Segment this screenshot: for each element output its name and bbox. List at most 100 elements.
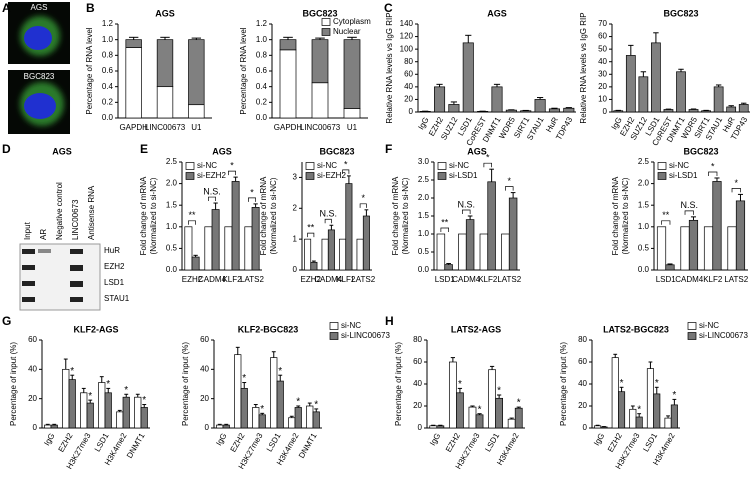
y-tick-label: 0 (603, 107, 608, 116)
image-label: AGS (31, 3, 48, 12)
legend-label: si-LSD1 (449, 171, 478, 180)
x-tick-label: EZH2 (444, 431, 462, 454)
bar (216, 424, 224, 429)
band (70, 281, 83, 287)
y-tick-label: 0 (205, 423, 210, 432)
bar (125, 39, 142, 48)
bar (465, 219, 475, 271)
y-tick-label: 0.8 (256, 50, 268, 59)
y-tick-label: 10 (598, 95, 607, 104)
significance: * (142, 395, 146, 406)
significance: N.S. (319, 209, 337, 219)
significance: * (655, 378, 659, 389)
x-tick-label: LATS2 (497, 275, 521, 284)
bar (563, 107, 575, 113)
x-tick-label: EZH2 (606, 431, 624, 454)
x-tick-label: LSD1 (265, 431, 283, 453)
bar (62, 368, 70, 429)
y-tick-label: 2.5 (418, 175, 430, 184)
significance: ** (662, 210, 670, 220)
y-axis-label: Percentage of input (%) (559, 342, 568, 426)
bar (156, 39, 174, 88)
legend-label: si-NC (341, 321, 361, 330)
legend-label: si-LINC00673 (341, 331, 390, 340)
chart-title: AGS (467, 146, 487, 156)
protein-label: EZH2 (104, 262, 125, 271)
significance: * (507, 176, 511, 186)
y-tick-label: 0.0 (102, 113, 114, 122)
bar (444, 264, 453, 271)
chart-title: LATS2-AGS (451, 324, 501, 334)
blot-title: AGS (52, 146, 72, 156)
y-tick-label: 0.0 (638, 265, 650, 274)
band (38, 249, 51, 253)
bar (680, 226, 690, 271)
bar (343, 108, 361, 119)
y-axis-label: (Normalized to si-NC) (149, 177, 158, 254)
legend-swatch (687, 332, 697, 340)
x-tick-label: IgG (214, 432, 228, 448)
significance: * (106, 379, 110, 390)
bracket (731, 188, 741, 193)
bracket (324, 218, 332, 224)
legend-label: si-NC (669, 161, 689, 170)
bar (80, 392, 88, 429)
bar (140, 407, 148, 429)
bar (727, 226, 737, 271)
y-axis-label: Percentage of RNA level (239, 27, 248, 114)
lane-label: LINC00673 (71, 199, 80, 240)
bar (638, 76, 649, 113)
panel-label: G (2, 314, 11, 328)
legend-swatch (305, 172, 315, 180)
bar (618, 391, 626, 429)
lane-label: Input (23, 221, 32, 240)
bar (479, 233, 489, 271)
bar (611, 357, 619, 429)
y-axis-label: Fold change of mRNA (391, 176, 400, 255)
y-tick-label: 20 (413, 401, 422, 410)
x-tick-label: IgG (428, 432, 442, 448)
bar (188, 39, 205, 106)
bar (508, 197, 518, 271)
y-tick-label: 20 (200, 394, 209, 403)
bar (664, 417, 672, 429)
y-tick-label: 40 (578, 379, 587, 388)
significance: * (278, 366, 282, 377)
band (22, 281, 35, 286)
y-tick-label: 0.5 (638, 244, 650, 253)
legend-swatch (321, 18, 331, 26)
panel-label: F (385, 142, 392, 156)
x-tick-label: U1 (191, 123, 202, 132)
bar (665, 264, 675, 271)
bar (487, 181, 496, 271)
significance: * (711, 161, 715, 171)
y-axis-label: Percentage of input (%) (394, 342, 403, 426)
x-tick-label: CADM4 (675, 275, 704, 284)
legend-label: si-NC (197, 161, 217, 170)
legend-label: Nuclear (333, 27, 361, 36)
bracket (307, 232, 315, 238)
chart-title: KLF2-BGC823 (238, 324, 299, 334)
y-axis-label: (Normalized to si-NC) (401, 177, 410, 254)
significance: * (344, 159, 348, 169)
bar (663, 109, 674, 113)
y-axis-label: Fold change of mRNA (139, 176, 148, 255)
legend-swatch (329, 322, 339, 330)
x-tick-label: KLF2 (703, 275, 723, 284)
y-tick-label: 20 (598, 82, 607, 91)
y-axis-label: (Normalized to si-NC) (269, 177, 278, 254)
bar (345, 183, 353, 271)
chart-title: AGS (212, 146, 232, 156)
y-tick-label: 60 (28, 335, 37, 344)
panel-label: A (2, 1, 11, 15)
y-tick-label: 140 (400, 19, 414, 28)
chart-title: AGS (487, 8, 507, 18)
bracket (661, 220, 671, 225)
y-tick-label: 0 (409, 107, 414, 116)
bar (50, 424, 58, 429)
significance: * (458, 379, 462, 390)
y-tick-label: 70 (598, 19, 607, 28)
legend-label: si-NC (699, 321, 719, 330)
bracket (208, 196, 216, 202)
y-tick-label: 0.4 (102, 82, 114, 91)
